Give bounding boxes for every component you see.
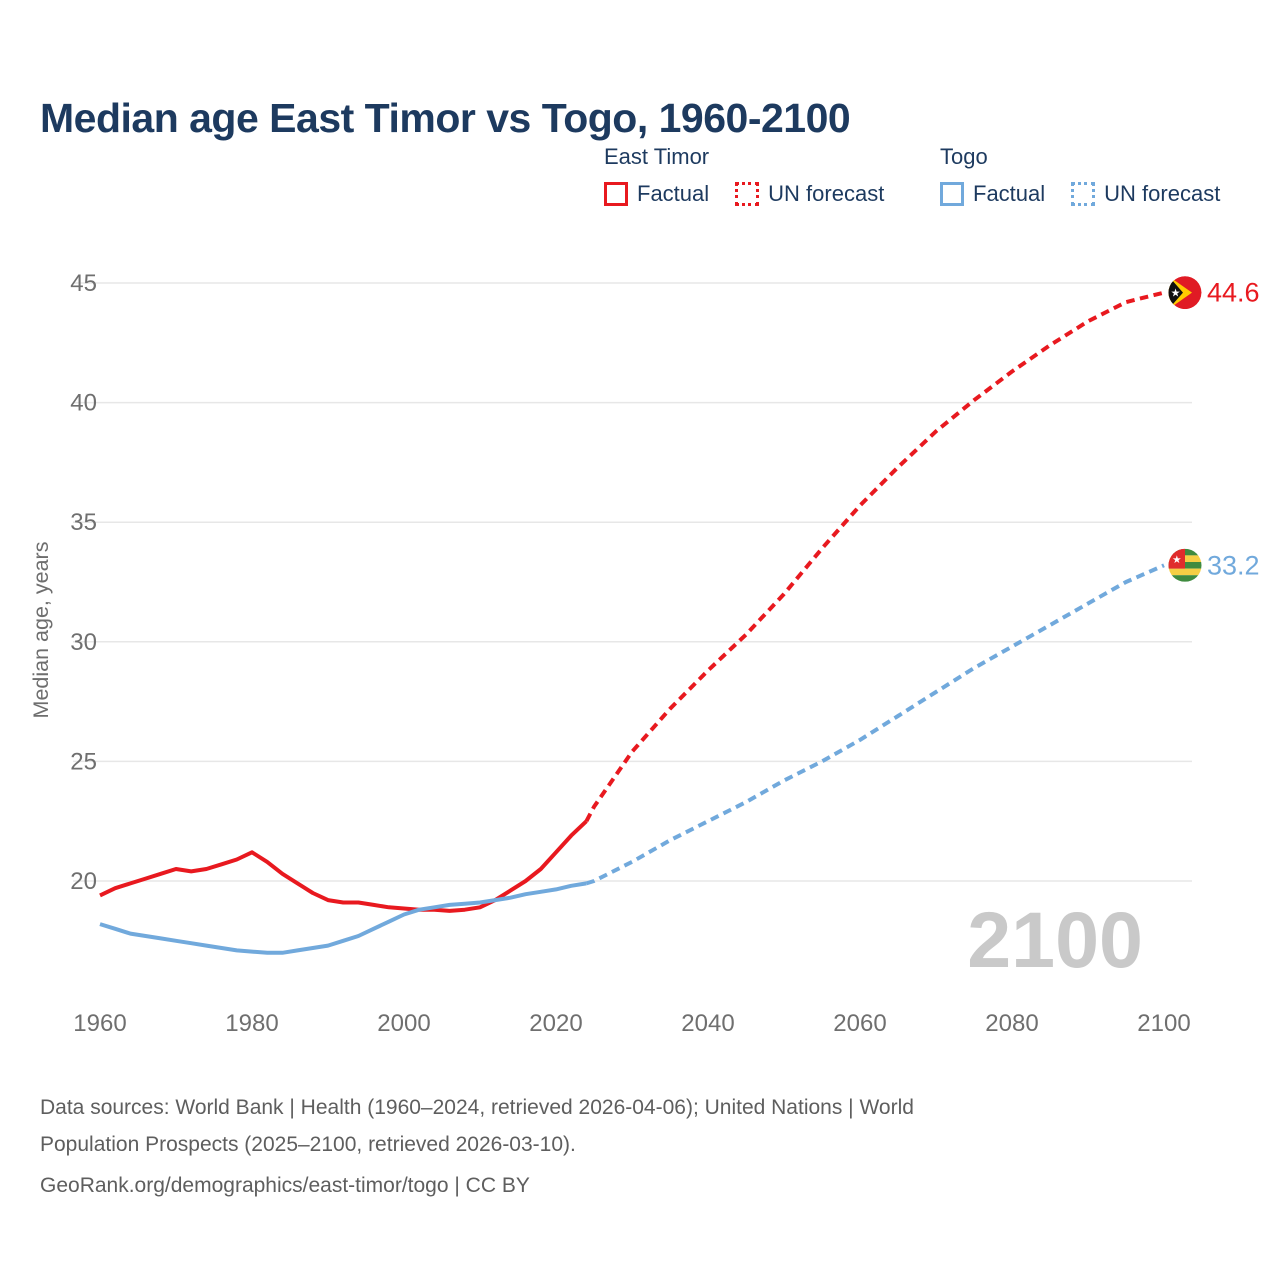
legend-item-togo-factual: Factual xyxy=(940,181,1045,207)
series-line-solid xyxy=(99,881,587,955)
legend-item-label: Factual xyxy=(973,181,1046,206)
gridlines xyxy=(73,282,1192,882)
dotted-line-swatch-icon xyxy=(1071,182,1096,206)
legend-group-title: East Timor xyxy=(604,144,710,169)
x-tick-label: 2060 xyxy=(833,1010,886,1037)
dotted-line-swatch-icon xyxy=(735,182,760,206)
legend-row: Factual UN forecast xyxy=(604,181,884,207)
y-tick-label: 40 xyxy=(70,390,97,417)
legend-group-title: Togo xyxy=(940,144,988,169)
end-value-label: 44.6 xyxy=(1207,278,1260,308)
legend-item-label: UN forecast xyxy=(1104,181,1221,206)
data-sources-line: Population Prospects (2025–2100, retriev… xyxy=(40,1133,576,1156)
star-icon: ★ xyxy=(1171,287,1181,299)
solid-line-swatch-icon xyxy=(940,182,964,206)
legend-row: Factual UN forecast xyxy=(940,181,1220,207)
x-tick-label: 1980 xyxy=(225,1010,278,1037)
legend-group-east-timor: East Timor Factual UN forecast xyxy=(604,144,884,207)
x-axis-tick-labels: 1960 1980 2000 2020 2040 2060 2080 2100 xyxy=(73,1010,1190,1037)
x-tick-label: 2020 xyxy=(529,1010,582,1037)
series-end-value-labels: 44.6 33.2 xyxy=(1207,278,1260,581)
end-value-label: 33.2 xyxy=(1207,550,1260,580)
data-sources-line: Data sources: World Bank | Health (1960–… xyxy=(40,1096,914,1119)
y-tick-label: 45 xyxy=(70,270,97,297)
legend-item-label: UN forecast xyxy=(768,181,885,206)
legend-item-label: Factual xyxy=(637,181,710,206)
x-tick-label: 2080 xyxy=(985,1010,1038,1037)
series-line-dashed xyxy=(585,563,1165,886)
y-tick-label: 20 xyxy=(70,868,97,895)
x-tick-label: 2100 xyxy=(1137,1010,1190,1037)
y-tick-label: 35 xyxy=(70,509,97,536)
x-tick-label: 2040 xyxy=(681,1010,734,1037)
y-tick-label: 25 xyxy=(70,748,97,775)
solid-line-swatch-icon xyxy=(604,182,628,206)
series-line-solid xyxy=(99,819,588,913)
togo-flag-icon: ★ xyxy=(1168,548,1202,582)
x-tick-label: 2000 xyxy=(377,1010,430,1037)
legend-item-togo-forecast: UN forecast xyxy=(1071,181,1220,207)
line-chart: 20 25 30 35 40 45 1960 1980 2000 2020 2040 2060 208… xyxy=(29,270,1260,1037)
legend-group-togo: Togo Factual UN forecast xyxy=(940,144,1220,207)
east-timor-flag-icon: ★ xyxy=(1168,276,1202,310)
series-line-dashed xyxy=(584,290,1165,823)
y-tick-label: 30 xyxy=(70,629,97,656)
legend-item-east-timor-forecast: UN forecast xyxy=(735,181,884,207)
footer: Data sources: World Bank | Health (1960–… xyxy=(40,1089,1170,1204)
star-icon: ★ xyxy=(1172,554,1181,566)
y-axis-tick-labels: 20 25 30 35 40 45 xyxy=(70,270,97,895)
attribution-line: GeoRank.org/demographics/east-timor/togo… xyxy=(40,1174,530,1197)
watermark-year: 2100 xyxy=(967,895,1143,984)
series-lines xyxy=(99,290,1165,955)
page-title: Median age East Timor vs Togo, 1960-2100 xyxy=(40,95,851,142)
x-tick-label: 1960 xyxy=(73,1010,126,1037)
legend-item-east-timor-factual: Factual xyxy=(604,181,709,207)
y-axis-title: Median age, years xyxy=(29,542,53,719)
